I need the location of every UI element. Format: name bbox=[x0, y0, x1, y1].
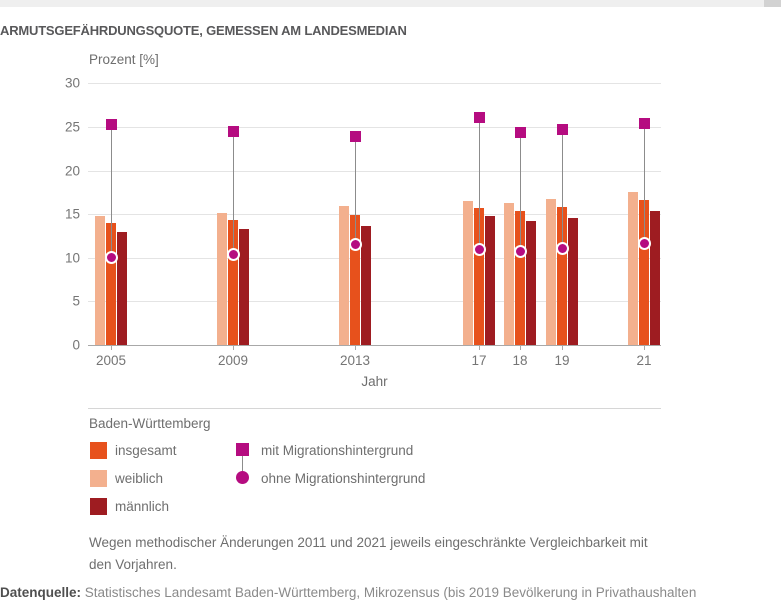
x-tick-2005 bbox=[111, 346, 112, 350]
x-tick-21 bbox=[644, 346, 645, 350]
bar-weiblich-19 bbox=[546, 199, 556, 345]
circle-marker-ohne-migrationshintergrund-2005 bbox=[105, 250, 118, 264]
x-tick-label-21: 21 bbox=[636, 353, 652, 368]
circle-marker-ohne-migrationshintergrund-21 bbox=[638, 237, 651, 250]
bar-männlich-2013 bbox=[361, 225, 371, 345]
bar-weiblich-21 bbox=[628, 192, 638, 345]
bar-insgesamt-21 bbox=[639, 200, 649, 345]
square-marker-mit-migrationshintergrund-19 bbox=[557, 123, 568, 135]
y-tick-label: 5 bbox=[72, 293, 80, 309]
legend-swatch-insgesamt bbox=[90, 442, 107, 459]
y-gridline bbox=[88, 214, 661, 216]
x-tick-label-2009: 2009 bbox=[217, 353, 249, 368]
square-marker-mit-migrationshintergrund-2013 bbox=[350, 130, 361, 142]
bar-männlich-17 bbox=[485, 215, 495, 345]
legend-circle-marker-icon bbox=[236, 471, 249, 484]
y-gridline bbox=[88, 301, 661, 303]
bar-männlich-2005 bbox=[117, 231, 127, 345]
horizontal-scrollbar-track[interactable] bbox=[0, 0, 781, 7]
y-axis-title: Prozent [%] bbox=[89, 52, 159, 67]
square-marker-mit-migrationshintergrund-2009 bbox=[228, 125, 239, 137]
y-gridline bbox=[88, 127, 661, 128]
x-tick-2009 bbox=[233, 346, 234, 350]
legend-square-marker-icon bbox=[236, 443, 249, 456]
legend-separator-line bbox=[88, 408, 661, 409]
marker-stem-2009 bbox=[233, 130, 234, 255]
marker-stem-19 bbox=[562, 128, 563, 249]
y-gridline bbox=[88, 83, 661, 85]
legend-label-weiblich: weiblich bbox=[115, 471, 164, 486]
footnote-text: Wegen methodischer Änderungen 2011 und 2… bbox=[89, 535, 648, 572]
bar-männlich-19 bbox=[568, 217, 578, 345]
bar-weiblich-17 bbox=[463, 201, 473, 345]
square-marker-mit-migrationshintergrund-2005 bbox=[106, 118, 117, 130]
circle-marker-ohne-migrationshintergrund-2013 bbox=[349, 237, 362, 251]
y-tick-label: 15 bbox=[64, 206, 80, 222]
bar-weiblich-18 bbox=[504, 202, 514, 345]
marker-stem-2013 bbox=[355, 135, 356, 244]
x-tick-19 bbox=[562, 346, 563, 350]
square-marker-mit-migrationshintergrund-21 bbox=[639, 117, 650, 129]
y-tick-label: 30 bbox=[64, 75, 80, 91]
bar-insgesamt-2009 bbox=[228, 220, 238, 345]
legend-label-mit-migrationshintergrund: mit Migrationshintergrund bbox=[261, 443, 414, 458]
bar-weiblich-2009 bbox=[217, 212, 227, 345]
square-marker-mit-migrationshintergrund-18 bbox=[515, 127, 526, 139]
x-tick-label-19: 19 bbox=[554, 353, 570, 368]
legend-label-maennlich: männlich bbox=[115, 499, 170, 514]
marker-stem-21 bbox=[644, 122, 645, 243]
legend-label-insgesamt: insgesamt bbox=[115, 443, 177, 458]
marker-stem-18 bbox=[520, 132, 521, 251]
circle-marker-ohne-migrationshintergrund-17 bbox=[473, 243, 486, 257]
y-gridline bbox=[88, 257, 661, 259]
data-source-label: Datenquelle: bbox=[0, 585, 82, 600]
marker-stem-2005 bbox=[111, 123, 112, 257]
bar-weiblich-2013 bbox=[339, 205, 349, 345]
data-source-line: Datenquelle: Statistisches Landesamt Bad… bbox=[0, 585, 781, 600]
circle-marker-ohne-migrationshintergrund-2009 bbox=[227, 248, 240, 262]
y-tick-label: 10 bbox=[64, 250, 80, 266]
bar-männlich-21 bbox=[650, 210, 660, 345]
marker-stem-17 bbox=[479, 117, 480, 250]
x-axis-baseline bbox=[88, 345, 661, 346]
x-tick-18 bbox=[520, 346, 521, 350]
legend-group-label: Baden-Württemberg bbox=[89, 416, 211, 431]
bar-weiblich-2005 bbox=[95, 215, 105, 345]
bar-insgesamt-18 bbox=[515, 210, 525, 345]
legend-swatch-maennlich bbox=[90, 498, 107, 515]
x-tick-17 bbox=[479, 346, 480, 350]
y-gridline bbox=[88, 170, 661, 172]
y-tick-label: 0 bbox=[72, 337, 80, 353]
x-tick-label-2013: 2013 bbox=[339, 353, 371, 368]
data-source-text: Statistisches Landesamt Baden-Württember… bbox=[81, 585, 697, 600]
bar-insgesamt-2005 bbox=[106, 222, 116, 345]
x-tick-2013 bbox=[355, 346, 356, 350]
legend-marker-connector-line bbox=[242, 456, 243, 472]
square-marker-mit-migrationshintergrund-17 bbox=[474, 112, 485, 124]
x-tick-label-18: 18 bbox=[512, 353, 528, 368]
circle-marker-ohne-migrationshintergrund-18 bbox=[514, 244, 527, 258]
y-tick-label: 20 bbox=[64, 163, 80, 179]
x-tick-label-2005: 2005 bbox=[95, 353, 127, 368]
chart-title: ARMUTSGEFÄHRDUNGSQUOTE, GEMESSEN AM LAND… bbox=[0, 23, 407, 38]
bar-insgesamt-19 bbox=[557, 207, 567, 345]
bar-männlich-2009 bbox=[239, 229, 249, 345]
x-axis-title: Jahr bbox=[361, 374, 388, 389]
bar-insgesamt-2013 bbox=[350, 215, 360, 345]
legend-label-ohne-migrationshintergrund: ohne Migrationshintergrund bbox=[261, 471, 426, 486]
legend-swatch-weiblich bbox=[90, 470, 107, 487]
x-tick-label-17: 17 bbox=[471, 353, 487, 368]
horizontal-scrollbar-thumb[interactable] bbox=[764, 0, 781, 7]
bar-männlich-18 bbox=[526, 221, 536, 345]
circle-marker-ohne-migrationshintergrund-19 bbox=[556, 242, 569, 256]
bar-insgesamt-17 bbox=[474, 208, 484, 345]
y-tick-label: 25 bbox=[64, 119, 80, 135]
